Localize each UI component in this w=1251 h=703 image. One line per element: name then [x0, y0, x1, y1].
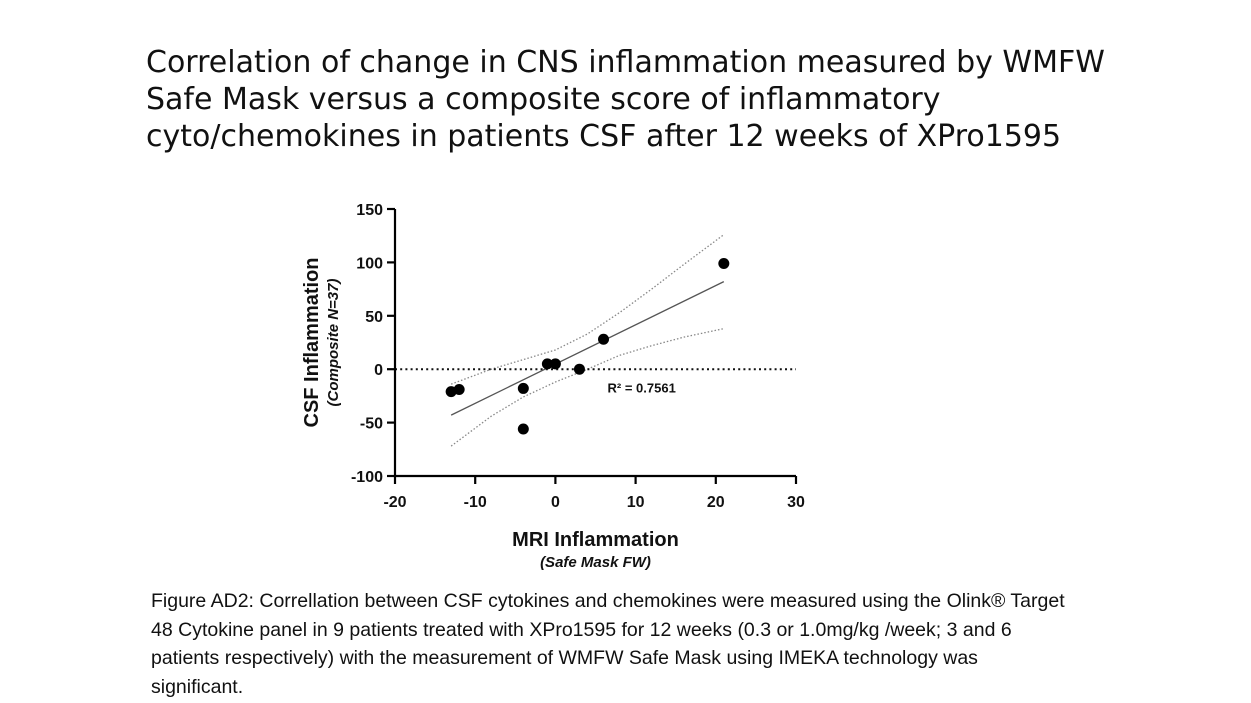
regression-line [450, 281, 725, 416]
confidence-bands [450, 234, 725, 447]
y-tick-label: 150 [356, 202, 383, 219]
y-tick-label: 100 [356, 255, 383, 272]
data-point [718, 257, 730, 269]
data-point [598, 333, 610, 345]
y-tick-label: -50 [360, 416, 383, 433]
y-tick-label: -100 [351, 469, 383, 486]
data-points [445, 257, 730, 435]
title-line-2: Safe Mask versus a composite score of in… [146, 82, 941, 117]
y-tick-label: 0 [374, 362, 383, 379]
fit-line-layer [450, 281, 725, 416]
y-axis-label: CSF Inflammation [301, 257, 323, 427]
title-line-3: cyto/chemokines in patients CSF after 12… [146, 119, 1062, 154]
ci-upper-band [450, 234, 725, 385]
y-tick-label: 50 [365, 309, 383, 326]
ci-lower-band [450, 327, 724, 447]
data-point [453, 383, 465, 395]
data-point [573, 363, 585, 375]
slide-title: Correlation of change in CNS inflammatio… [146, 44, 1156, 155]
y-axis-sublabel: (Composite N=37) [325, 279, 342, 407]
x-tick-label: 10 [627, 494, 645, 511]
x-tick-label: 30 [787, 494, 805, 511]
data-point [541, 358, 553, 370]
x-tick-label: 20 [707, 494, 725, 511]
title-line-1: Correlation of change in CNS inflammatio… [146, 45, 1105, 80]
r-squared-annotation: R² = 0.7561 [608, 380, 676, 395]
caption-line-4: significant. [151, 675, 244, 698]
data-point [549, 358, 561, 370]
data-point [517, 423, 529, 435]
x-tick-label: -20 [383, 494, 406, 511]
x-tick-label: 0 [551, 494, 560, 511]
caption-line-1: Figure AD2: Correllation between CSF cyt… [151, 590, 1065, 612]
caption-line-2: 48 Cytokine panel in 9 patients treated … [151, 618, 1012, 641]
x-axis-sublabel: (Safe Mask FW) [540, 554, 651, 571]
figure-caption: Figure AD2: Correllation between CSF cyt… [151, 587, 1161, 701]
data-point [517, 382, 529, 394]
caption-line-3: patients respectively) with the measurem… [151, 647, 978, 669]
x-tick-label: -10 [464, 494, 487, 511]
x-axis-label: MRI Inflammation [512, 529, 679, 551]
